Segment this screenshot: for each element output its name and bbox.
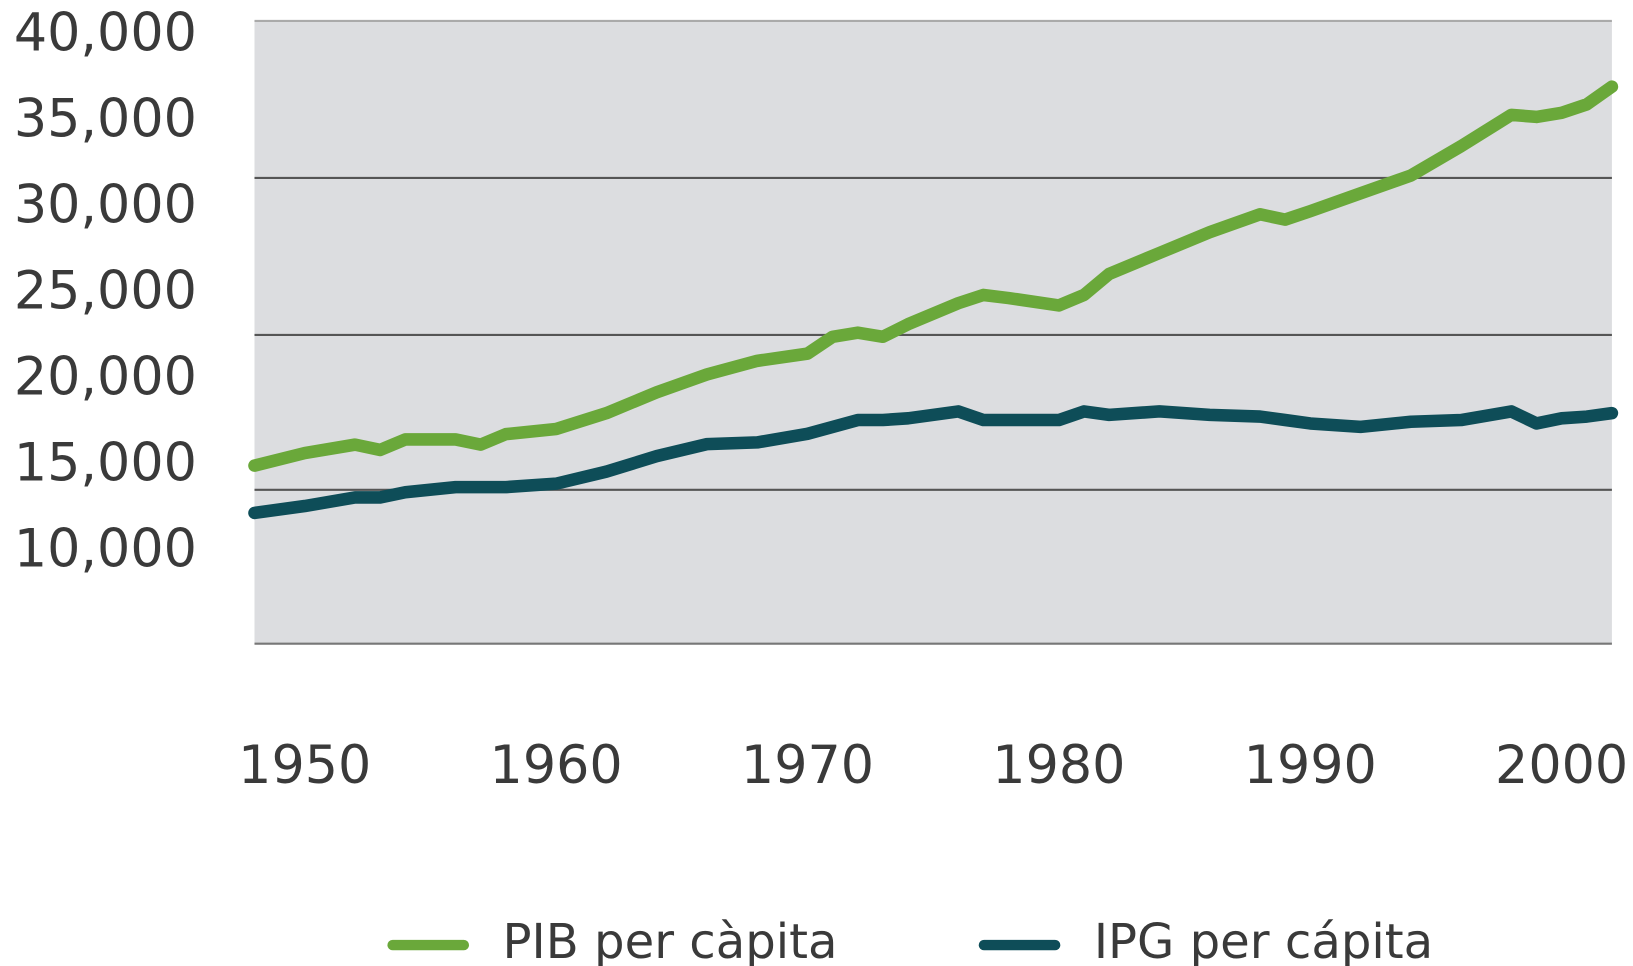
plot-background: [254, 20, 1612, 644]
y-tick-label: 30,000: [14, 174, 197, 235]
legend-label: IPG per cápita: [1094, 914, 1433, 966]
x-tick-label: 1980: [992, 735, 1125, 796]
legend-label: PIB per càpita: [503, 914, 838, 966]
y-tick-label: 35,000: [14, 88, 197, 149]
y-tick-label: 10,000: [14, 518, 197, 579]
x-tick-label: 2000: [1495, 735, 1628, 796]
x-tick-label: 1970: [741, 735, 874, 796]
y-tick-label: 20,000: [14, 346, 197, 407]
x-tick-label: 1990: [1244, 735, 1377, 796]
x-tick-label: 1950: [238, 735, 371, 796]
line-series: [248, 80, 1619, 472]
line-series: [248, 405, 1619, 520]
y-tick-label: 25,000: [14, 260, 197, 321]
y-tick-label: 40,000: [14, 2, 197, 63]
x-tick-label: 1960: [490, 735, 623, 796]
y-tick-label: 15,000: [14, 432, 197, 493]
